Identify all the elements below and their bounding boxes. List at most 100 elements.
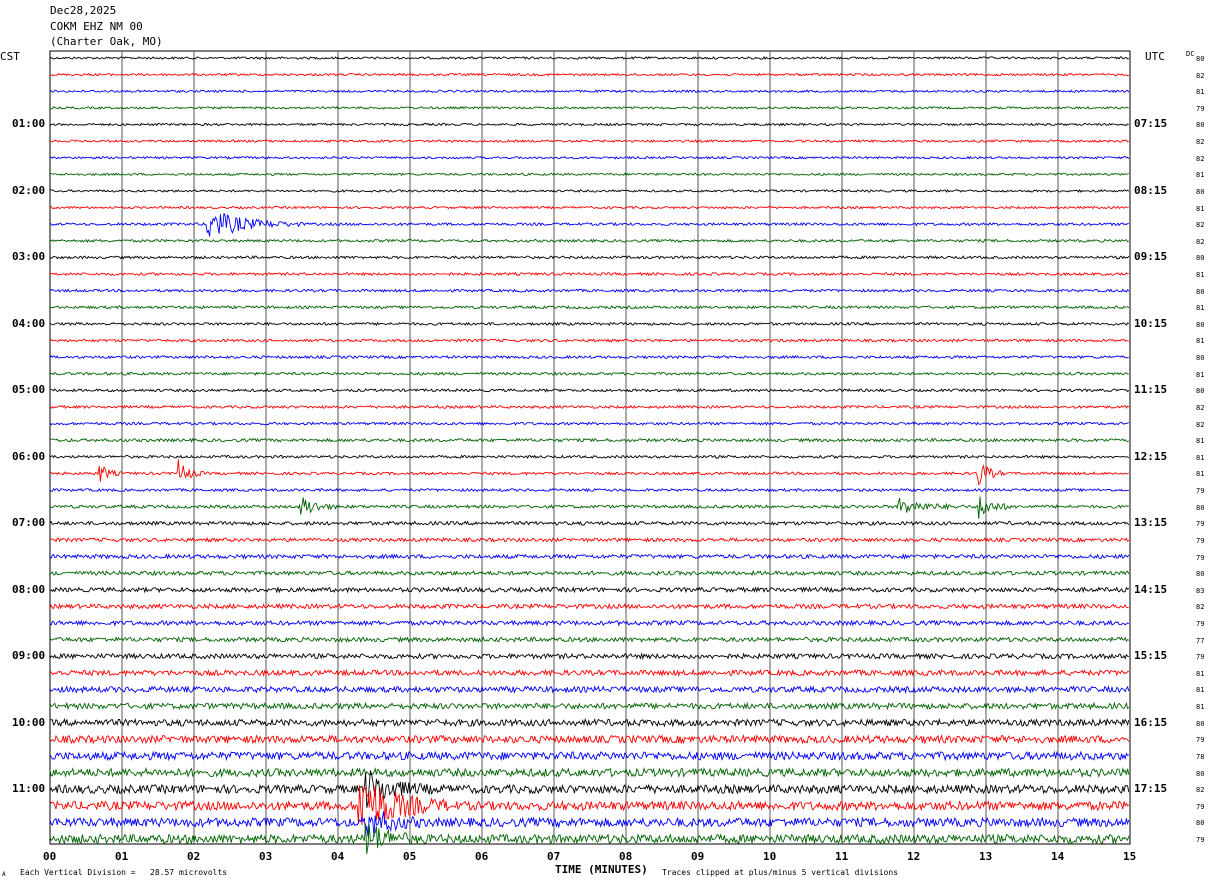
dc-offset-label: 79 <box>1196 536 1205 545</box>
x-tick-label: 08 <box>619 850 633 863</box>
dc-offset-label: 80 <box>1196 254 1205 263</box>
left-hour-label: 06:00 <box>12 449 46 463</box>
dc-offset-label: 78 <box>1196 752 1205 761</box>
left-hour-label: 10:00 <box>12 715 46 729</box>
dc-offset-label: 81 <box>1196 470 1205 479</box>
x-tick-label: 00 <box>43 850 57 863</box>
x-tick-label: 10 <box>763 850 777 863</box>
seismic-trace <box>49 255 1130 260</box>
x-tick-label: 06 <box>475 850 489 863</box>
seismic-trace <box>49 602 1129 610</box>
x-tick-label: 15 <box>1123 850 1137 863</box>
x-tick-label: 14 <box>1051 850 1065 863</box>
right-hour-label: 11:15 <box>1134 383 1168 397</box>
x-tick-label: 07 <box>547 850 561 863</box>
dc-offset-label: 79 <box>1196 553 1205 562</box>
seismic-trace <box>49 734 1130 745</box>
left-hour-label: 05:00 <box>12 383 46 397</box>
left-hour-label: 02:00 <box>12 183 46 197</box>
dc-offset-label: 79 <box>1196 736 1205 745</box>
seismic-trace <box>49 271 1129 277</box>
station-label: COKM EHZ NM 00 <box>50 20 143 33</box>
dc-offset-label: 80 <box>1196 121 1205 130</box>
seismic-trace <box>49 321 1130 327</box>
dc-offset-label: 81 <box>1196 437 1205 446</box>
dc-offset-label: 79 <box>1196 487 1205 496</box>
seismic-trace <box>49 553 1130 560</box>
seismic-trace <box>50 387 1130 393</box>
dc-offset-label: 81 <box>1196 337 1205 346</box>
left-hour-label: 01:00 <box>12 117 46 131</box>
x-tick-label: 11 <box>835 850 849 863</box>
seismic-trace <box>49 811 1130 838</box>
dc-offset-label: 80 <box>1196 719 1205 728</box>
dc-offset-label: 80 <box>1196 55 1205 63</box>
seismic-trace <box>49 421 1130 426</box>
dc-offset-label: 81 <box>1196 204 1205 213</box>
seismic-trace <box>49 72 1129 77</box>
left-hour-label: 03:00 <box>12 250 46 264</box>
seismic-trace <box>49 652 1129 661</box>
dc-offset-label: 80 <box>1196 387 1205 396</box>
seismic-trace <box>49 155 1130 160</box>
seismic-trace <box>49 487 1130 493</box>
x-tick-label: 04 <box>331 850 345 863</box>
dc-offset-label: 83 <box>1196 586 1205 595</box>
right-hour-label: 13:15 <box>1134 516 1168 530</box>
dc-offset-label: 81 <box>1196 271 1205 280</box>
dc-offset-label: 81 <box>1196 703 1205 712</box>
dc-offset-label: 82 <box>1196 420 1205 429</box>
dc-offset-label: 80 <box>1196 769 1205 778</box>
dc-offset-label: 82 <box>1196 154 1205 163</box>
dc-offset-label: 80 <box>1196 570 1205 579</box>
seismic-trace <box>49 785 1130 826</box>
seismic-trace <box>49 238 1130 244</box>
dc-offset-label: 82 <box>1196 71 1205 80</box>
right-hour-label: 10:15 <box>1134 316 1168 330</box>
dc-offset-label: 80 <box>1196 187 1205 196</box>
seismic-trace <box>49 569 1130 577</box>
x-tick-label: 09 <box>691 850 705 863</box>
scale-note: Each Vertical Division = 28.57 microvolt… <box>20 868 228 877</box>
dc-offset-label: 82 <box>1196 221 1205 230</box>
dc-offset-label: 81 <box>1196 171 1205 180</box>
dc-label: DC <box>1186 50 1195 58</box>
dc-offset-label: 81 <box>1196 304 1205 313</box>
dc-offset-label: 80 <box>1196 503 1205 512</box>
seismic-trace <box>49 371 1129 377</box>
dc-offset-label: 82 <box>1196 786 1205 795</box>
dc-offset-label: 81 <box>1196 686 1205 695</box>
clip-note: Traces clipped at plus/minus 5 vertical … <box>662 868 899 877</box>
seismic-trace <box>49 404 1130 410</box>
seismic-trace <box>49 213 1129 237</box>
dc-offset-label: 82 <box>1196 603 1205 612</box>
dc-offset-label: 82 <box>1196 403 1205 412</box>
right-hour-label: 14:15 <box>1134 582 1168 596</box>
dc-offset-label: 80 <box>1196 819 1205 828</box>
x-tick-label: 03 <box>259 850 273 863</box>
seismic-trace <box>49 585 1130 594</box>
seismic-trace <box>49 459 1129 486</box>
x-tick-label: 13 <box>979 850 993 863</box>
seismic-trace <box>49 668 1130 678</box>
seismic-trace <box>49 766 1130 779</box>
x-tick-label: 05 <box>403 850 417 863</box>
dc-offset-label: 79 <box>1196 836 1205 844</box>
seismic-trace <box>49 520 1130 527</box>
x-tick-label: 02 <box>187 850 201 863</box>
x-tick-label: 12 <box>907 850 921 863</box>
seismic-trace <box>49 188 1130 193</box>
seismic-trace <box>49 635 1130 644</box>
right-hour-label: 07:15 <box>1134 117 1168 131</box>
plot-frame <box>49 50 1131 845</box>
dc-offset-label: 80 <box>1196 320 1205 329</box>
utc-label: UTC <box>1145 50 1165 63</box>
dc-offset-label: 81 <box>1196 453 1205 462</box>
seismic-trace <box>49 619 1130 627</box>
seismic-trace <box>50 536 1130 543</box>
seismic-trace <box>49 496 1130 519</box>
seismic-trace <box>49 172 1130 177</box>
dc-offset-label: 80 <box>1196 287 1205 296</box>
right-hour-label: 15:15 <box>1134 649 1168 663</box>
dc-offset-label: 82 <box>1196 138 1205 147</box>
